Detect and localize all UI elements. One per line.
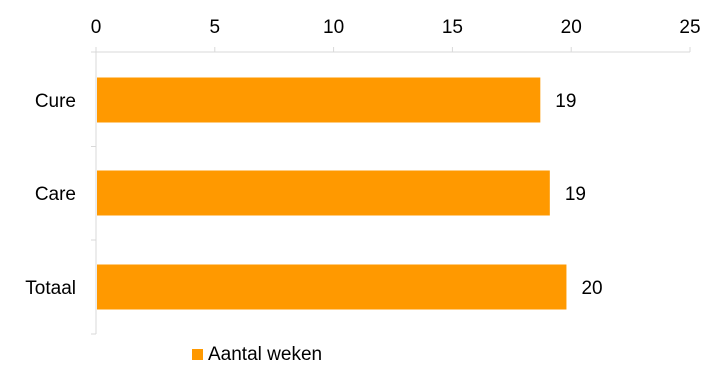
x-tick-label: 15 xyxy=(442,17,463,38)
x-tick-label: 10 xyxy=(323,17,344,38)
category-label: Totaal xyxy=(25,278,76,299)
label-layer: Cure 19 Care 19 Totaal 20 xyxy=(25,91,602,299)
legend: Aantal weken xyxy=(192,344,322,365)
legend-label: Aantal weken xyxy=(208,344,322,365)
x-tick-label: 25 xyxy=(679,17,700,38)
x-tick-label: 20 xyxy=(561,17,582,38)
legend-swatch xyxy=(192,349,203,360)
bar-care xyxy=(97,170,550,216)
data-label: 19 xyxy=(565,184,586,205)
bar-totaal xyxy=(97,264,567,310)
category-label: Care xyxy=(35,184,76,205)
data-label: 19 xyxy=(555,91,576,112)
data-label: 20 xyxy=(581,278,602,299)
x-tick-label: 0 xyxy=(91,17,102,38)
category-label: Cure xyxy=(35,91,76,112)
bar-layer xyxy=(97,77,567,310)
x-tick-label: 5 xyxy=(210,17,221,38)
bar-cure xyxy=(97,77,541,123)
axis-layer: 0 5 10 15 20 25 xyxy=(91,17,701,335)
